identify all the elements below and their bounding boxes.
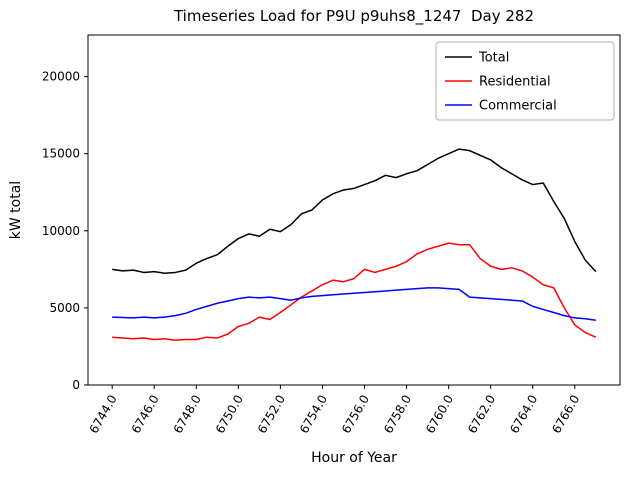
legend-label-total: Total (478, 51, 509, 66)
legend-label-residential: Residential (479, 75, 551, 90)
series-line-commercial (112, 287, 596, 321)
x-tick-label: 6766.0 (549, 393, 582, 436)
x-tick-label: 6748.0 (171, 393, 204, 436)
x-tick-label: 6744.0 (87, 393, 120, 436)
y-tick-label: 10000 (42, 224, 80, 238)
x-tick-label: 6754.0 (297, 393, 330, 436)
y-tick-label: 5000 (49, 301, 80, 315)
x-axis-label: Hour of Year (311, 450, 397, 466)
legend-label-commercial: Commercial (479, 99, 557, 114)
chart-title: Timeseries Load for P9U p9uhs8_1247 Day … (173, 7, 535, 25)
series-line-residential (112, 242, 597, 342)
y-tick-label: 15000 (42, 147, 80, 161)
axes-frame (87, 34, 621, 386)
x-tick-label: 6752.0 (255, 393, 288, 436)
x-tick-label: 6758.0 (381, 393, 414, 436)
x-tick-label: 6760.0 (423, 393, 456, 436)
legend-box (435, 41, 615, 121)
x-tick-label: 6756.0 (339, 393, 372, 436)
series-line-total (112, 148, 597, 274)
y-tick-label: 20000 (42, 70, 80, 84)
x-tick-label: 6750.0 (213, 393, 246, 436)
y-tick-label: 0 (72, 378, 80, 392)
x-tick-label: 6764.0 (507, 393, 540, 436)
x-tick-label: 6762.0 (465, 392, 498, 435)
x-tick-label: 6746.0 (129, 393, 162, 436)
